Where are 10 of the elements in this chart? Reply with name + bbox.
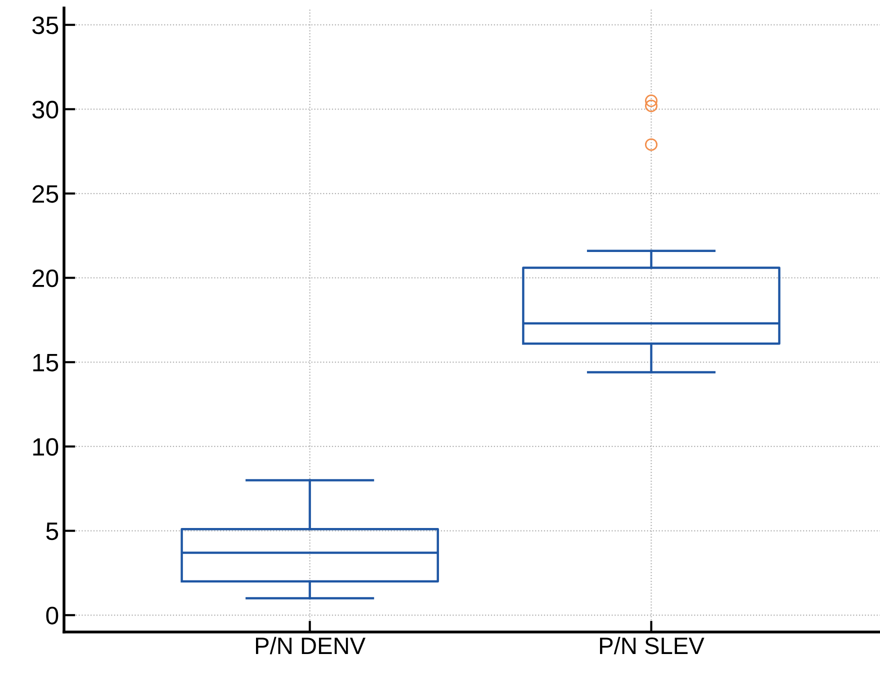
y-tick-label: 20 xyxy=(32,269,58,288)
y-tick-label: 0 xyxy=(46,606,58,624)
x-tick-label: P/N SLEV xyxy=(600,636,704,654)
y-tick-label: 15 xyxy=(33,354,58,372)
y-tick-label: 5 xyxy=(46,522,58,540)
y-tick-label: 10 xyxy=(33,438,58,456)
x-tick-label: P/N DENV xyxy=(256,636,366,654)
y-tick-label: 25 xyxy=(32,185,58,203)
y-tick-label: 35 xyxy=(32,16,58,34)
y-tick-label: 30 xyxy=(32,100,58,118)
